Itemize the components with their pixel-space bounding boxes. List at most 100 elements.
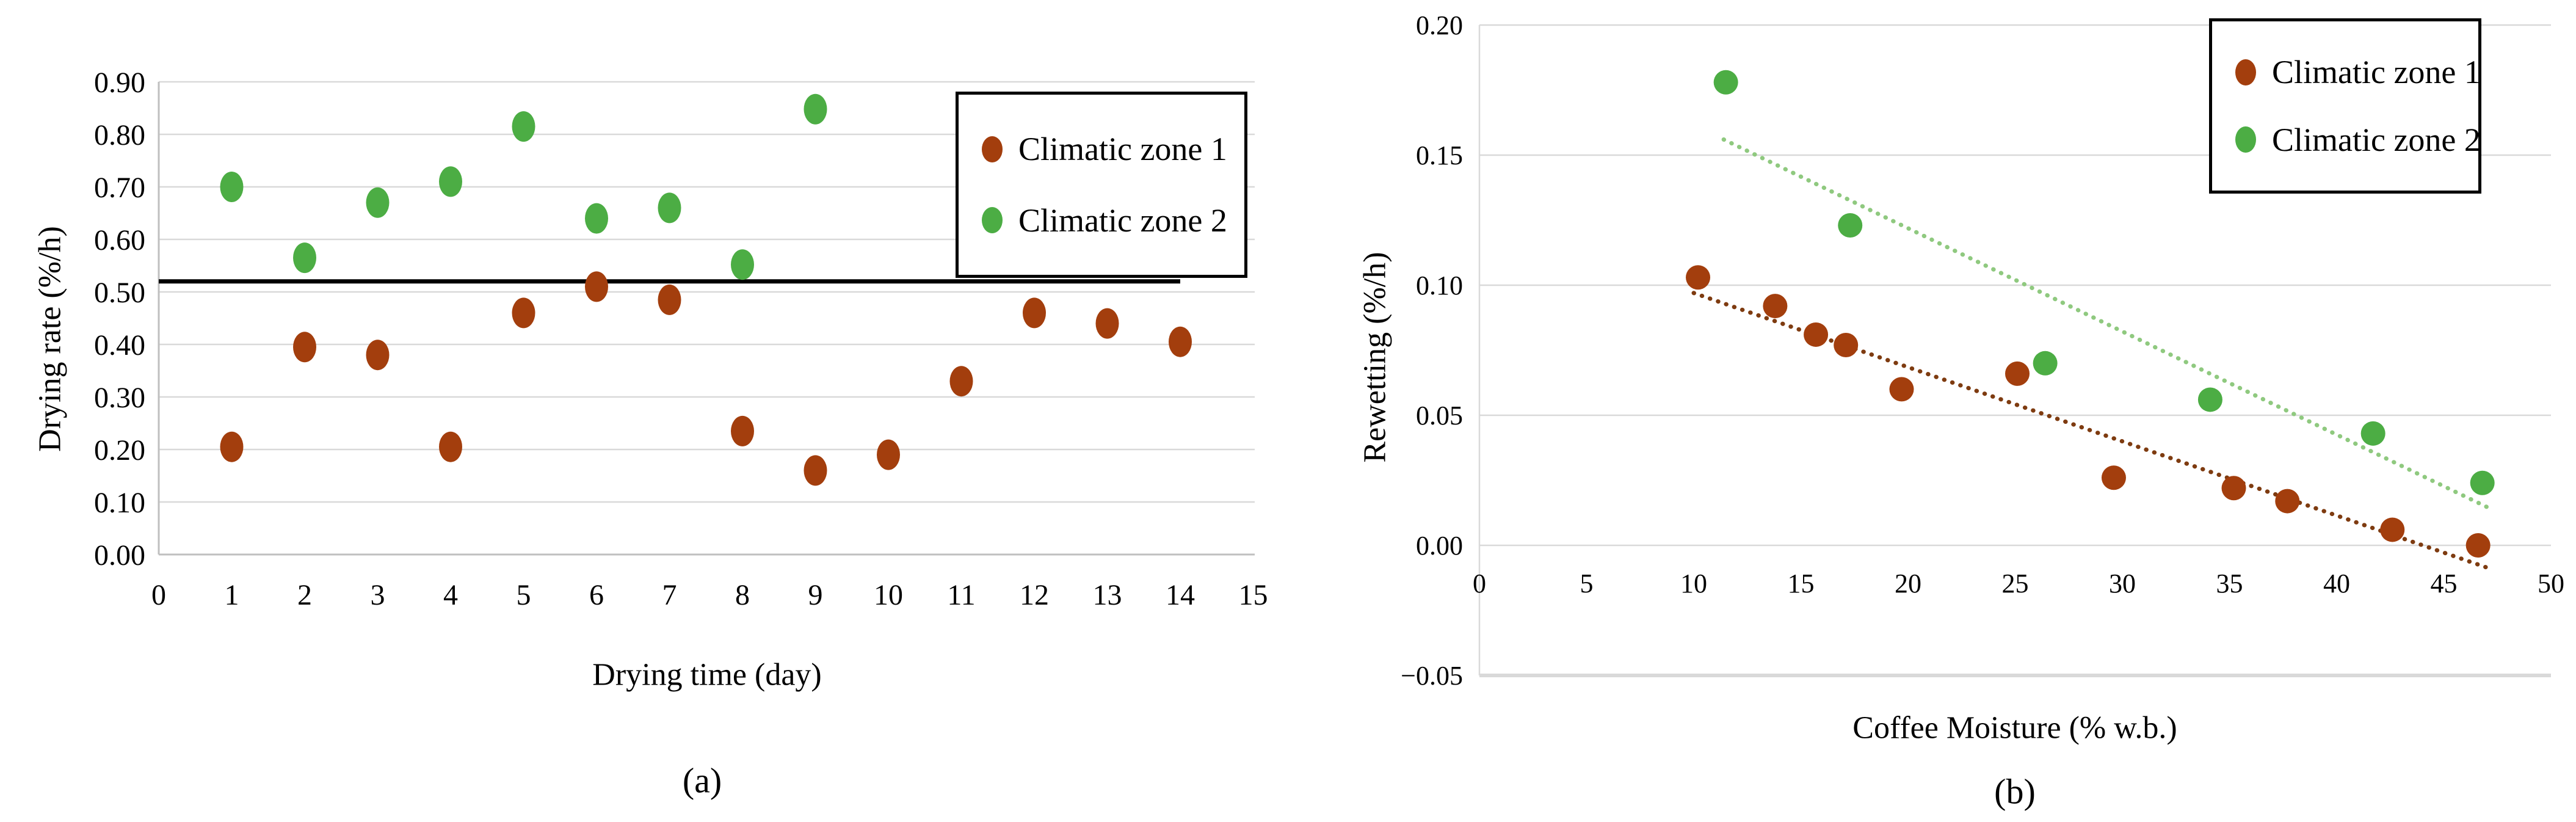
data-point-climatic-zone-1 — [1804, 322, 1829, 347]
zone1-marker-icon — [982, 136, 1003, 162]
data-point-climatic-zone-2 — [293, 242, 316, 274]
data-point-climatic-zone-1 — [1889, 377, 1914, 402]
data-point-climatic-zone-1 — [1763, 294, 1788, 319]
y-tick-label: 0.00 — [1416, 531, 1463, 561]
data-point-climatic-zone-1 — [1095, 308, 1119, 339]
data-point-climatic-zone-2 — [731, 249, 754, 280]
data-point-climatic-zone-2 — [366, 187, 390, 218]
x-tick-label: 6 — [589, 579, 604, 611]
x-tick-label: 40 — [2323, 569, 2350, 598]
x-tick-label: 11 — [947, 579, 975, 611]
y-tick-label: 0.50 — [94, 277, 145, 309]
x-tick-label: 35 — [2216, 569, 2243, 598]
data-point-climatic-zone-2 — [2033, 351, 2058, 376]
data-point-climatic-zone-1 — [585, 271, 608, 302]
data-point-climatic-zone-2 — [2470, 470, 2495, 495]
panel-a-caption: (a) — [682, 760, 722, 801]
legend-item-zone2: Climatic zone 2 — [982, 204, 1244, 237]
x-tick-label: 10 — [1680, 569, 1707, 598]
x-tick-label: 30 — [2109, 569, 2136, 598]
x-tick-label: 1 — [225, 579, 239, 611]
data-point-climatic-zone-2 — [804, 93, 827, 125]
data-point-climatic-zone-1 — [1169, 326, 1192, 357]
data-point-climatic-zone-2 — [512, 111, 535, 142]
x-tick-label: 15 — [1788, 569, 1815, 598]
data-point-climatic-zone-1 — [658, 284, 681, 315]
chart-b-x-axis-title: Coffee Moisture (% w.b.) — [1852, 710, 2177, 746]
data-point-climatic-zone-1 — [366, 340, 390, 371]
y-tick-label: 0.30 — [94, 382, 145, 414]
x-tick-label: 4 — [443, 579, 458, 611]
data-point-climatic-zone-2 — [658, 192, 681, 224]
y-tick-label: 0.00 — [94, 539, 145, 572]
y-tick-label: 0.20 — [94, 434, 145, 467]
data-point-climatic-zone-1 — [804, 455, 827, 486]
legend-label-zone2: Climatic zone 2 — [2272, 121, 2481, 158]
x-tick-label: 3 — [371, 579, 385, 611]
legend-label-zone1: Climatic zone 1 — [2272, 54, 2481, 91]
data-point-climatic-zone-1 — [731, 415, 754, 446]
x-tick-label: 45 — [2431, 569, 2458, 598]
chart-a-legend: Climatic zone 1 Climatic zone 2 — [956, 92, 1247, 278]
x-tick-label: 50 — [2538, 569, 2564, 598]
x-tick-label: 5 — [517, 579, 531, 611]
x-tick-label: 7 — [662, 579, 677, 611]
data-point-climatic-zone-1 — [439, 431, 462, 462]
data-point-climatic-zone-1 — [949, 366, 973, 397]
data-point-climatic-zone-1 — [512, 297, 535, 329]
zone2-marker-icon — [2235, 126, 2256, 153]
x-tick-label: 0 — [1473, 569, 1486, 598]
data-point-climatic-zone-2 — [1713, 70, 1738, 95]
data-point-climatic-zone-1 — [2275, 489, 2300, 514]
y-tick-label: 0.80 — [94, 119, 145, 151]
x-tick-label: 14 — [1166, 579, 1195, 611]
x-tick-label: 9 — [808, 579, 823, 611]
y-tick-label: 0.40 — [94, 329, 145, 362]
y-tick-label: 0.10 — [94, 487, 145, 519]
data-point-climatic-zone-2 — [585, 203, 608, 234]
x-tick-label: 10 — [874, 579, 903, 611]
data-point-climatic-zone-2 — [220, 172, 244, 202]
data-point-climatic-zone-1 — [877, 439, 900, 470]
y-tick-label: 0.70 — [94, 172, 145, 204]
legend-item-zone1: Climatic zone 1 — [982, 133, 1244, 165]
x-tick-label: 5 — [1580, 569, 1594, 598]
y-tick-label: 0.05 — [1416, 401, 1463, 431]
panel-b-caption: (b) — [1994, 771, 2036, 812]
trendline-climatic-zone-1 — [1691, 291, 2489, 570]
x-tick-label: 20 — [1895, 569, 1921, 598]
data-point-climatic-zone-1 — [1686, 265, 1711, 290]
zone1-marker-icon — [2235, 59, 2256, 85]
data-point-climatic-zone-1 — [2101, 465, 2126, 490]
data-point-climatic-zone-1 — [1023, 297, 1046, 329]
x-tick-label: 13 — [1093, 579, 1122, 611]
legend-label-zone1: Climatic zone 1 — [1018, 131, 1227, 168]
data-point-climatic-zone-1 — [220, 431, 244, 462]
data-point-climatic-zone-1 — [2221, 476, 2246, 501]
chart-a-x-axis-title: Drying time (day) — [592, 657, 822, 693]
x-tick-label: 8 — [735, 579, 750, 611]
chart-a-y-axis-title: Drying rate (%/h) — [32, 226, 68, 452]
x-tick-label: 2 — [297, 579, 312, 611]
y-tick-label: −0.05 — [1401, 661, 1463, 691]
legend-item-zone1: Climatic zone 1 — [2235, 54, 2481, 91]
zone2-marker-icon — [982, 207, 1003, 234]
data-point-climatic-zone-1 — [293, 332, 316, 363]
y-tick-label: 0.20 — [1416, 10, 1463, 40]
chart-b-y-axis-title: Rewetting (%/h) — [1357, 252, 1393, 463]
data-point-climatic-zone-1 — [1834, 332, 1859, 357]
legend-label-zone2: Climatic zone 2 — [1018, 202, 1227, 239]
y-tick-label: 0.15 — [1416, 140, 1463, 170]
data-point-climatic-zone-2 — [2197, 387, 2222, 412]
data-point-climatic-zone-2 — [1838, 213, 1863, 238]
trendline-climatic-zone-2 — [1721, 137, 2494, 511]
y-tick-label: 0.90 — [94, 67, 145, 99]
data-point-climatic-zone-1 — [2380, 517, 2405, 542]
chart-b-legend: Climatic zone 1 Climatic zone 2 — [2209, 18, 2481, 194]
y-tick-label: 0.60 — [94, 224, 145, 256]
data-point-climatic-zone-2 — [2360, 421, 2386, 446]
x-tick-label: 0 — [151, 579, 166, 611]
data-point-climatic-zone-2 — [439, 166, 462, 197]
